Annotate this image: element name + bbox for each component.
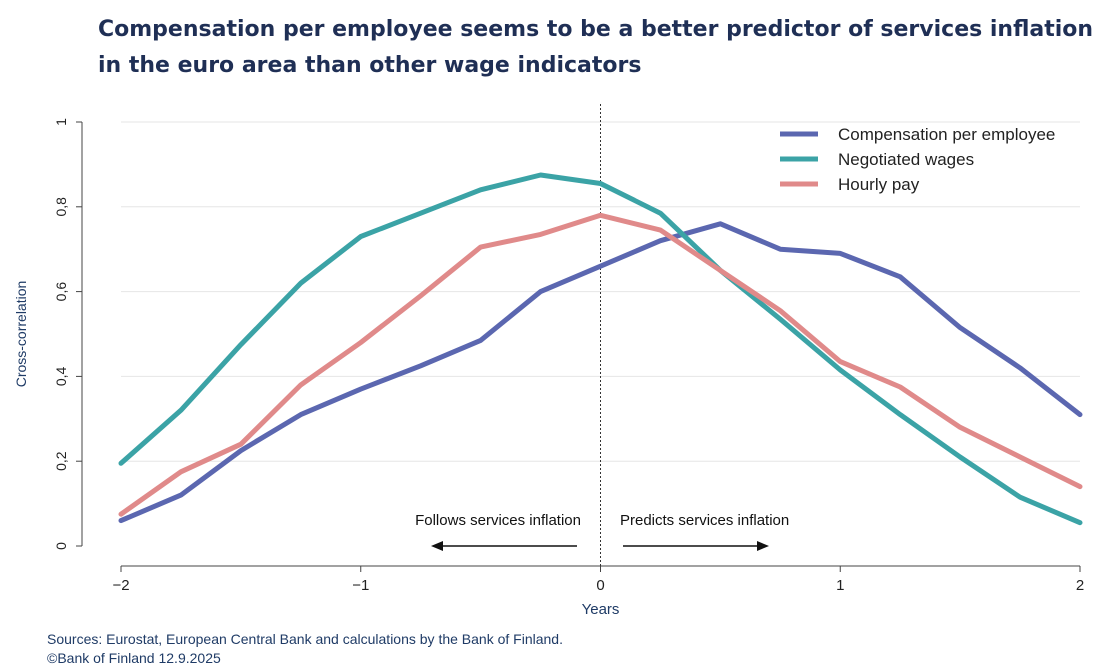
legend: Compensation per employee Negotiated wage… bbox=[780, 125, 1055, 194]
arrow-right-head bbox=[757, 541, 769, 551]
cross-correlation-chart: 0 0,2 0,4 0,6 0,8 1 −2 −1 0 1 2 Compensation per … bbox=[13, 104, 1084, 618]
series-line-negotiated-wages bbox=[118, 172, 1083, 526]
chart-title-line1: Compensation per employee seems to be a … bbox=[98, 17, 1094, 42]
y-tick-label: 0,2 bbox=[53, 451, 69, 471]
y-tick-label: 0 bbox=[53, 542, 69, 550]
y-ticks: 0 0,2 0,4 0,6 0,8 1 bbox=[53, 118, 82, 550]
chart-title: Compensation per employee seems to be a … bbox=[98, 12, 1098, 84]
legend-label: Compensation per employee bbox=[838, 125, 1055, 144]
series-line-compensation-per-employee bbox=[118, 221, 1083, 524]
sources-line: Sources: Eurostat, European Central Bank… bbox=[47, 631, 563, 647]
chart-title-line2: in the euro area than other wage indicat… bbox=[98, 53, 642, 78]
x-tick-label: 2 bbox=[1076, 577, 1084, 594]
x-ticks: −2 −1 0 1 2 bbox=[112, 566, 1084, 594]
y-tick-label: 1 bbox=[53, 118, 69, 126]
arrow-left-head bbox=[431, 541, 443, 551]
x-axis-label: Years bbox=[582, 601, 620, 618]
x-tick-label: −1 bbox=[352, 577, 369, 594]
y-tick-label: 0,6 bbox=[53, 282, 69, 302]
x-tick-label: −2 bbox=[112, 577, 129, 594]
x-tick-label: 1 bbox=[836, 577, 844, 594]
annotation-predicts: Predicts services inflation bbox=[620, 512, 789, 529]
y-tick-label: 0,8 bbox=[53, 197, 69, 217]
x-tick-label: 0 bbox=[596, 577, 604, 594]
annotation-arrows bbox=[431, 541, 769, 551]
series-lines bbox=[118, 172, 1083, 526]
y-tick-label: 0,4 bbox=[53, 366, 69, 386]
annotation-follows: Follows services inflation bbox=[415, 512, 581, 529]
y-axis-label: Cross-correlation bbox=[13, 281, 29, 388]
legend-label: Hourly pay bbox=[838, 175, 920, 194]
series-line-hourly-pay bbox=[118, 212, 1083, 517]
legend-label: Negotiated wages bbox=[838, 150, 974, 169]
copyright-line: ©Bank of Finland 12.9.2025 bbox=[47, 650, 221, 666]
sources-note: Sources: Eurostat, European Central Bank… bbox=[47, 630, 563, 668]
